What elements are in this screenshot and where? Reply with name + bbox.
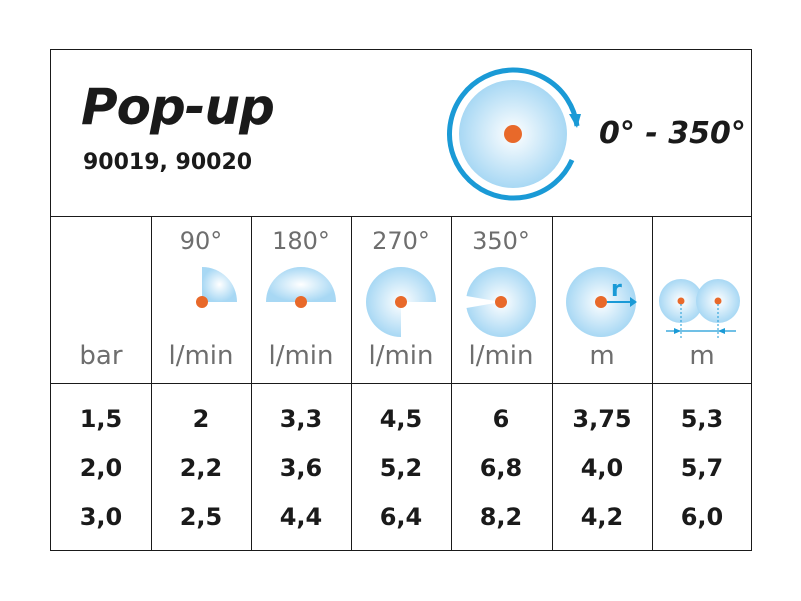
cell-value: 2,5	[179, 503, 223, 531]
unit-label: l/min	[468, 341, 534, 371]
cell-value: 4,0	[580, 454, 624, 482]
cell-value: 6,4	[379, 503, 423, 531]
cell-value: 4,2	[580, 503, 624, 531]
divider	[351, 217, 352, 550]
angle-label: 180°	[272, 227, 330, 255]
sector-270-icon	[366, 267, 436, 337]
cell-value: 3,6	[279, 454, 323, 482]
cell-value: 6	[492, 405, 510, 433]
cell-value: 5,3	[680, 405, 724, 433]
angle-label: 270°	[372, 227, 430, 255]
unit-label: m	[689, 341, 715, 371]
column-pressure: bar 1,5 2,0 3,0	[51, 217, 151, 550]
unit-label: l/min	[168, 341, 234, 371]
cell-value: 4,5	[379, 405, 423, 433]
column-radius: r m 3,75 4,0 4,2	[552, 217, 652, 550]
column-270: 270° l/min 4,5 5,2 6,4	[351, 217, 451, 550]
spec-table: Pop-up 90019, 90020 0° - 350° bar 1,5 2,…	[50, 49, 752, 551]
cell-value: 3,3	[279, 405, 323, 433]
cell-value: 3,0	[79, 503, 123, 531]
rotation-range: 0° - 350°	[599, 116, 746, 151]
divider	[451, 217, 452, 550]
divider	[652, 217, 653, 550]
divider	[251, 217, 252, 550]
sector-90-icon	[196, 267, 237, 308]
product-title: Pop-up	[81, 78, 275, 136]
spacing-icon	[659, 279, 740, 338]
cell-value: 2	[192, 405, 210, 433]
divider	[51, 216, 751, 217]
unit-label: l/min	[268, 341, 334, 371]
unit-label: l/min	[368, 341, 434, 371]
angle-label: 350°	[472, 227, 530, 255]
radius-label: r	[611, 277, 622, 302]
column-350: 350° l/min 6 6,8 8,2	[451, 217, 551, 550]
angle-label: 90°	[179, 227, 223, 255]
column-180: 180° l/min 3,3 3,6 4,4	[251, 217, 351, 550]
cell-value: 3,75	[572, 405, 632, 433]
cell-value: 5,2	[379, 454, 423, 482]
sector-350-icon	[466, 267, 536, 337]
cell-value: 2,0	[79, 454, 123, 482]
sector-180-icon	[266, 267, 336, 308]
cell-value: 5,7	[680, 454, 724, 482]
divider	[51, 383, 751, 384]
unit-label: m	[589, 341, 615, 371]
divider	[151, 217, 152, 550]
column-spacing: m 5,3 5,7 6,0	[652, 217, 752, 550]
cell-value: 6,8	[479, 454, 523, 482]
cell-value: 8,2	[479, 503, 523, 531]
radius-icon: r	[566, 267, 637, 337]
model-numbers: 90019, 90020	[83, 150, 253, 175]
cell-value: 6,0	[680, 503, 724, 531]
cell-value: 1,5	[79, 405, 123, 433]
unit-label: bar	[79, 341, 123, 371]
rotation-icon	[447, 67, 581, 201]
column-90: 90° l/min 2 2,2 2,5	[151, 217, 251, 550]
cell-value: 4,4	[279, 503, 323, 531]
divider	[552, 217, 553, 550]
cell-value: 2,2	[179, 454, 223, 482]
